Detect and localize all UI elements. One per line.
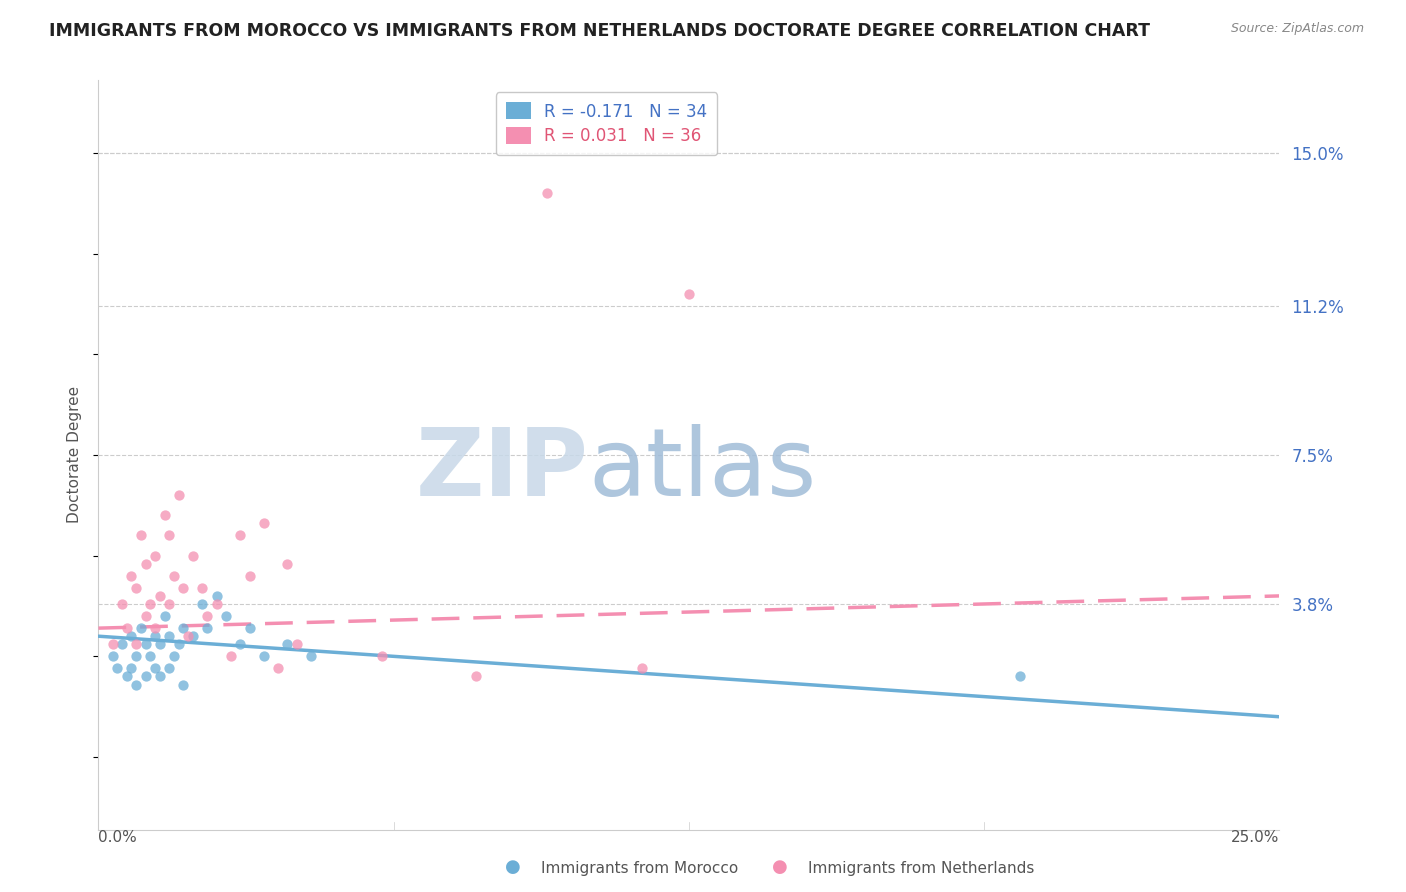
Point [205,589,228,603]
Point [215,609,238,624]
Point [181,549,204,563]
Point [121,629,143,643]
Legend: R = -0.171   N = 34, R = 0.031   N = 36: R = -0.171 N = 34, R = 0.031 N = 36 [495,93,717,155]
Point [172,677,194,691]
Point [191,581,214,595]
Point [163,568,186,582]
Point [276,637,298,651]
Point [135,609,157,624]
Point [1008,669,1031,683]
Point [371,649,394,664]
Point [167,637,190,651]
Point [111,597,134,611]
Point [135,557,157,571]
Text: 25.0%: 25.0% [1232,830,1279,845]
Point [630,661,652,675]
Point [678,286,700,301]
Point [135,669,157,683]
Text: ●: ● [505,858,522,876]
Point [121,661,143,675]
Y-axis label: Doctorate Degree: Doctorate Degree [67,386,83,524]
Point [276,557,298,571]
Point [125,649,148,664]
Point [143,661,166,675]
Text: Immigrants from Netherlands: Immigrants from Netherlands [808,861,1035,876]
Point [157,528,180,542]
Point [153,508,176,523]
Point [299,649,322,664]
Point [177,629,200,643]
Point [536,186,558,200]
Point [191,597,214,611]
Point [157,597,180,611]
Point [125,637,148,651]
Point [115,621,138,635]
Point [157,629,180,643]
Text: atlas: atlas [589,424,817,516]
Point [239,621,262,635]
Point [153,609,176,624]
Point [219,649,242,664]
Point [125,581,148,595]
Point [101,637,124,651]
Point [129,528,152,542]
Point [135,637,157,651]
Point [129,621,152,635]
Point [139,649,162,664]
Point [115,669,138,683]
Point [143,621,166,635]
Point [121,568,143,582]
Point [101,649,124,664]
Point [195,621,218,635]
Point [149,589,172,603]
Point [163,649,186,664]
Point [125,677,148,691]
Point [157,661,180,675]
Point [181,629,204,643]
Point [105,661,128,675]
Text: Immigrants from Morocco: Immigrants from Morocco [541,861,738,876]
Point [149,669,172,683]
Point [229,637,252,651]
Point [239,568,262,582]
Text: ●: ● [772,858,789,876]
Point [172,621,194,635]
Point [229,528,252,542]
Point [139,597,162,611]
Point [253,649,276,664]
Point [143,549,166,563]
Text: ZIP: ZIP [416,424,589,516]
Point [149,637,172,651]
Text: Source: ZipAtlas.com: Source: ZipAtlas.com [1230,22,1364,36]
Point [253,516,276,531]
Point [167,488,190,502]
Point [205,597,228,611]
Point [465,669,488,683]
Point [285,637,308,651]
Point [111,637,134,651]
Point [143,629,166,643]
Point [172,581,194,595]
Text: IMMIGRANTS FROM MOROCCO VS IMMIGRANTS FROM NETHERLANDS DOCTORATE DEGREE CORRELAT: IMMIGRANTS FROM MOROCCO VS IMMIGRANTS FR… [49,22,1150,40]
Point [195,609,218,624]
Text: 0.0%: 0.0% [98,830,138,845]
Point [267,661,290,675]
